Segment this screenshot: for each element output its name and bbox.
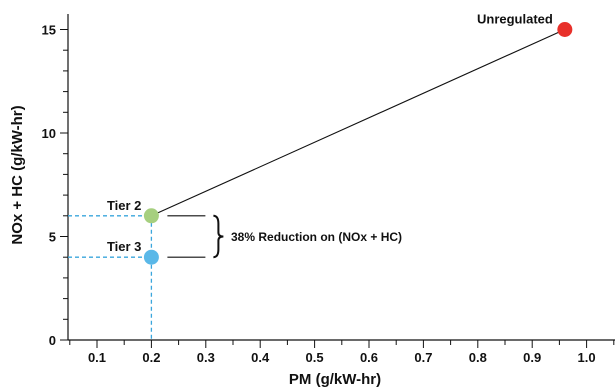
x-tick-label: 0.3 <box>197 350 215 365</box>
x-tick-label: 0.4 <box>251 350 270 365</box>
x-tick-label: 0.5 <box>306 350 324 365</box>
x-tick-label: 0.8 <box>469 350 487 365</box>
x-tick-label: 1.0 <box>578 350 596 365</box>
point-unregulated <box>557 22 573 37</box>
point-tier-2 <box>143 208 159 224</box>
point-tier-3 <box>143 249 159 265</box>
reduction-annotation: 38% Reduction on (NOx + HC) <box>231 230 402 244</box>
axes: 0 5 10 15 0.1 0.2 0.3 0.4 0.5 0.6 0.7 0.8 0.9 1.0 <box>42 14 615 365</box>
point-label-unregulated: Unregulated <box>477 12 553 27</box>
point-label-tier-3: Tier 3 <box>107 239 141 254</box>
y-tick-label: 15 <box>42 23 56 38</box>
x-axis-title: PM (g/kW-hr) <box>289 371 381 388</box>
y-tick-label: 0 <box>49 333 56 348</box>
x-tick-label: 0.9 <box>523 350 541 365</box>
x-tick-label: 0.7 <box>414 350 432 365</box>
x-tick-label: 0.2 <box>142 350 160 365</box>
connector-line <box>151 28 566 217</box>
y-axis-title: NOx + HC (g/kW-hr) <box>9 105 26 244</box>
y-tick-label: 5 <box>49 230 56 245</box>
x-tick-label: 0.6 <box>360 350 378 365</box>
y-tick-label: 10 <box>42 126 56 141</box>
guide-lines <box>68 214 224 340</box>
curly-brace <box>213 214 224 259</box>
point-label-tier-2: Tier 2 <box>107 198 141 213</box>
x-tick-label: 0.1 <box>88 350 106 365</box>
data-marks: Unregulated Tier 2 Tier 3 <box>107 12 573 265</box>
